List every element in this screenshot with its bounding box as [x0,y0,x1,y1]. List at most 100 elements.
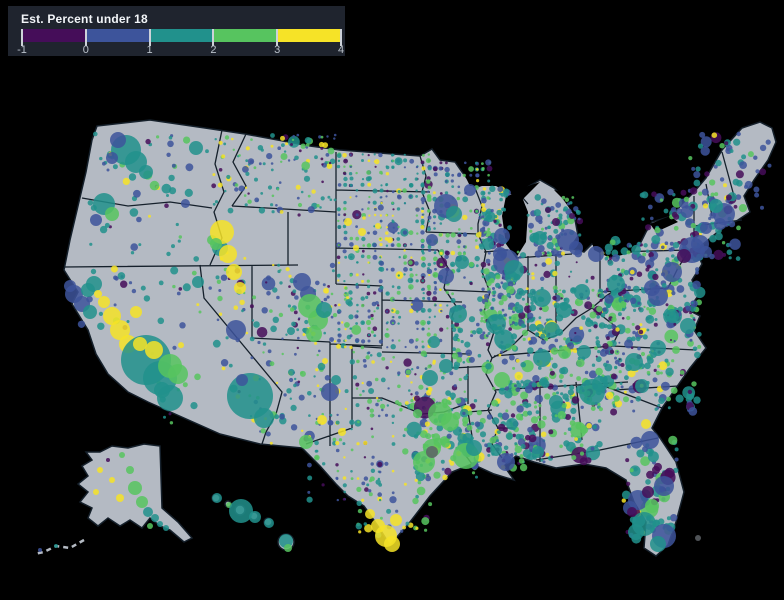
county-bubble [575,261,578,264]
county-bubble [654,392,658,397]
county-bubble [286,388,292,394]
county-bubble [603,323,608,329]
county-bubble [567,389,575,396]
county-bubble [389,360,393,363]
county-bubble [644,362,651,370]
county-bubble [501,358,508,365]
county-bubble [534,332,540,337]
county-bubble [304,137,312,144]
county-bubble [576,376,581,381]
county-bubble [427,227,431,232]
county-bubble [719,143,725,149]
county-bubble [689,187,698,195]
county-bubble [511,344,517,350]
county-bubble [578,233,582,237]
county-bubble [332,313,338,318]
county-bubble [565,441,576,452]
legend-segment-blue [85,29,150,42]
legend-tick-label: 2 [210,44,217,56]
county-bubble [366,254,371,259]
county-bubble [169,421,174,425]
county-bubble [498,353,502,357]
county-bubble [456,196,460,201]
county-bubble [736,225,741,231]
county-bubble [563,219,569,226]
county-bubble [290,424,298,431]
county-bubble [599,298,603,302]
county-bubble [648,451,653,457]
county-bubble [112,164,118,170]
county-bubble [527,272,531,276]
county-bubble [409,158,415,164]
county-bubble [408,389,411,392]
county-bubble [639,323,643,327]
county-bubble [545,258,553,265]
county-bubble [421,251,425,255]
county-bubble [288,135,300,148]
county-bubble [556,391,559,395]
county-bubble [486,196,490,200]
county-bubble [451,292,454,296]
county-bubble [529,323,537,332]
county-bubble [397,285,401,290]
county-bubble [635,325,641,331]
county-bubble [498,300,504,306]
county-bubble [568,326,585,343]
county-bubble [285,267,290,272]
county-bubble [391,469,395,473]
county-bubble [361,159,364,162]
county-bubble [421,256,426,262]
county-bubble [218,168,223,172]
county-bubble [676,285,685,293]
county-bubble [496,209,503,216]
county-bubble [217,182,223,188]
county-bubble [329,158,336,165]
county-bubble [397,322,400,325]
county-bubble [355,382,360,387]
county-bubble [212,202,216,206]
county-bubble [379,260,385,266]
county-bubble [219,245,237,263]
county-bubble [615,327,620,332]
county-bubble [632,409,636,413]
county-bubble [355,387,359,390]
county-bubble [267,185,273,190]
county-bubble [421,171,426,175]
county-bubble [262,351,265,354]
county-bubble [328,420,334,426]
county-bubble [445,390,451,396]
county-bubble [291,321,296,327]
county-bubble [753,155,758,160]
county-bubble [555,209,559,213]
county-bubble [596,315,600,319]
county-bubble [344,286,348,290]
county-bubble [408,338,414,344]
legend-tick-label: 0 [82,44,89,56]
county-bubble [300,143,306,149]
county-bubble [426,446,438,458]
county-bubble [275,204,278,207]
county-bubble [226,320,246,340]
county-bubble [362,358,367,363]
county-bubble [579,457,588,466]
county-bubble [580,405,584,409]
county-bubble [606,324,612,330]
county-bubble [317,362,326,371]
county-bubble [536,324,544,332]
county-bubble [343,490,347,494]
county-bubble [487,453,491,457]
county-bubble [116,494,124,502]
county-bubble [391,165,395,169]
county-bubble [245,171,250,176]
county-bubble [638,329,644,335]
county-bubble [381,408,384,412]
county-bubble [236,374,248,386]
county-bubble [367,351,371,355]
county-bubble [403,153,406,156]
county-bubble [425,433,432,440]
county-bubble [481,197,487,204]
county-bubble [649,256,655,262]
county-bubble [299,435,313,449]
county-bubble [272,316,279,323]
county-bubble [653,322,658,327]
